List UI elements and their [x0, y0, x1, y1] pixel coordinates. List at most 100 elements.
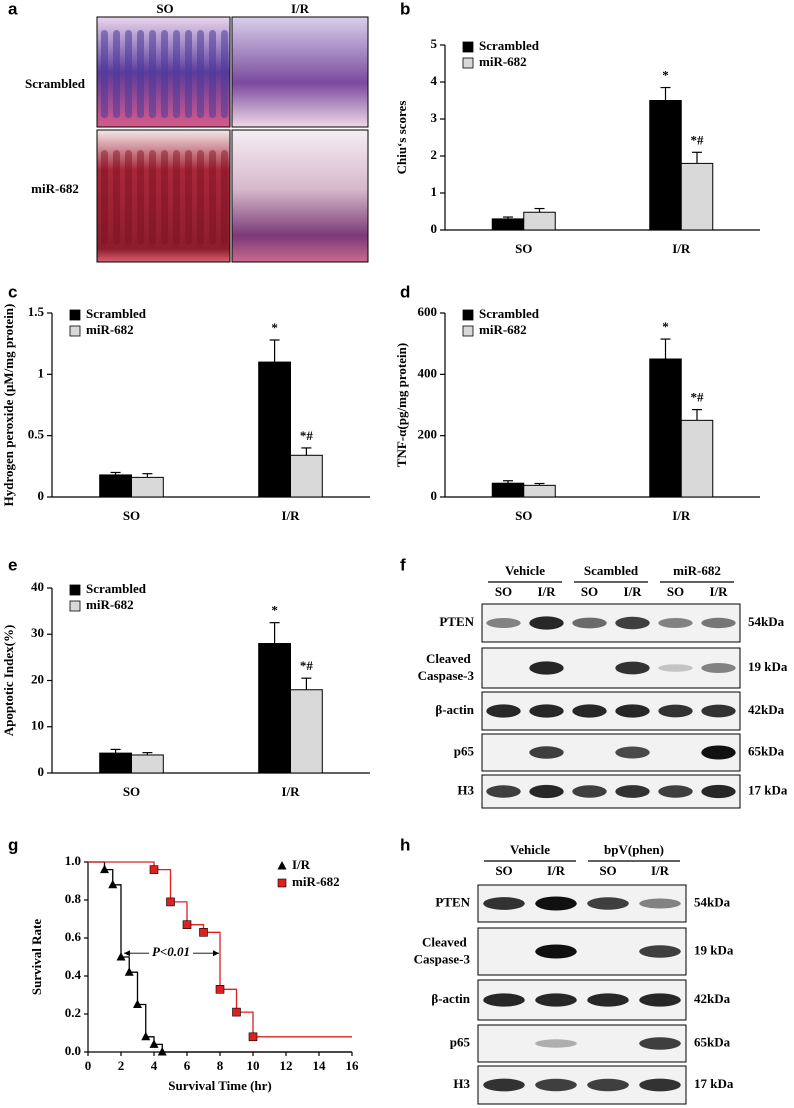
blot-band	[587, 993, 629, 1007]
bar	[523, 211, 556, 231]
bar	[131, 754, 164, 774]
marker	[108, 879, 118, 889]
villus	[161, 150, 168, 245]
y-tick-label: 0.0	[65, 1043, 81, 1058]
lane-label: SO	[581, 584, 598, 599]
y-tick-label: 5	[431, 36, 438, 51]
bar	[99, 752, 132, 774]
villus	[209, 30, 216, 118]
villus	[209, 150, 216, 245]
y-tick-label: 2	[431, 147, 438, 162]
legend-label: miR-682	[86, 322, 134, 337]
significance-mark: *#	[300, 428, 314, 443]
protein-label: β-actin	[435, 702, 474, 717]
marker	[100, 864, 109, 874]
legend-swatch	[462, 309, 474, 321]
legend-swatch	[69, 325, 81, 337]
marker	[141, 1031, 151, 1041]
y-tick-label: 3	[431, 110, 438, 125]
x-tick-label: 6	[184, 1058, 191, 1073]
lane-label: SO	[599, 863, 616, 878]
histology-image	[231, 16, 369, 128]
y-tick-label: 600	[418, 304, 438, 319]
y-tick-label: 0.6	[65, 929, 82, 944]
step-line	[104, 868, 163, 1052]
x-tick-label: I/R	[672, 508, 691, 523]
x-tick-label: I/R	[672, 241, 691, 256]
size-label: 54kDa	[748, 614, 785, 629]
bar	[523, 484, 556, 498]
protein-label: H3	[457, 782, 474, 797]
x-tick-label: 4	[151, 1058, 158, 1073]
marker	[116, 952, 126, 961]
lane-label: I/R	[651, 863, 670, 878]
size-label: 42kDa	[748, 702, 785, 717]
bar	[680, 162, 714, 231]
villus	[161, 30, 168, 118]
blot-band	[658, 664, 693, 672]
legend-label: Scrambled	[86, 306, 147, 321]
size-label: 65kDa	[694, 1034, 731, 1049]
marker	[166, 897, 175, 907]
lane-label: I/R	[709, 584, 728, 599]
villus	[113, 150, 120, 245]
panel-label: b	[400, 0, 410, 18]
blot-frame	[481, 774, 741, 809]
blot-band	[486, 785, 521, 798]
marker	[149, 865, 159, 874]
group-label: Vehicle	[505, 563, 545, 578]
marker	[182, 920, 192, 930]
bar	[258, 361, 292, 498]
villus	[137, 150, 144, 245]
size-label: 42kDa	[694, 991, 731, 1006]
x-tick-label: SO	[123, 508, 140, 523]
blot-band	[701, 663, 736, 673]
blot-band	[572, 785, 607, 798]
bar	[99, 474, 132, 498]
x-axis-label: Survival Time (hr)	[168, 1078, 272, 1093]
significance-mark: *#	[691, 132, 705, 147]
lane-label: I/R	[623, 584, 642, 599]
column-label: SO	[156, 1, 173, 16]
bar	[131, 476, 164, 498]
panel-label: h	[400, 835, 410, 854]
histology-panel	[96, 16, 369, 263]
y-tick-label: 0.8	[65, 891, 82, 906]
villus	[113, 30, 120, 118]
legend-label: miR-682	[479, 322, 527, 337]
y-tick-label: 0	[38, 764, 45, 779]
y-tick-label: 0	[431, 488, 438, 503]
legend-swatch	[462, 41, 474, 53]
villus	[149, 150, 156, 245]
villus	[101, 150, 108, 245]
legend-label: I/R	[292, 857, 311, 872]
y-axis-label: Survival Rate	[29, 919, 44, 995]
blot-band	[486, 704, 521, 718]
blot-band	[529, 784, 564, 799]
protein-label: Cleaved Caspase-3	[418, 651, 475, 683]
bar	[491, 218, 525, 231]
significance-mark: *	[662, 68, 669, 83]
annotation: P<0.01	[152, 944, 190, 959]
blot-band	[483, 993, 525, 1007]
y-tick-label: 0.5	[28, 427, 45, 442]
panel-label: a	[8, 0, 18, 18]
blot-band	[639, 1037, 681, 1050]
marker	[157, 1047, 167, 1056]
legend-marker	[277, 861, 287, 870]
bar	[649, 100, 682, 231]
x-tick-label: SO	[515, 241, 532, 256]
blot-band	[658, 704, 693, 718]
size-label: 19 kDa	[694, 942, 734, 957]
villus	[221, 30, 228, 118]
blot-band	[639, 1078, 681, 1092]
villus	[173, 30, 180, 118]
y-tick-label: 1	[38, 365, 45, 380]
significance-mark: *	[271, 603, 278, 618]
blot-band	[658, 785, 693, 798]
y-tick-label: 200	[418, 427, 438, 442]
arrow-head	[124, 950, 130, 957]
blot-band	[615, 704, 650, 718]
villus	[125, 30, 132, 118]
legend-label: miR-682	[479, 54, 527, 69]
